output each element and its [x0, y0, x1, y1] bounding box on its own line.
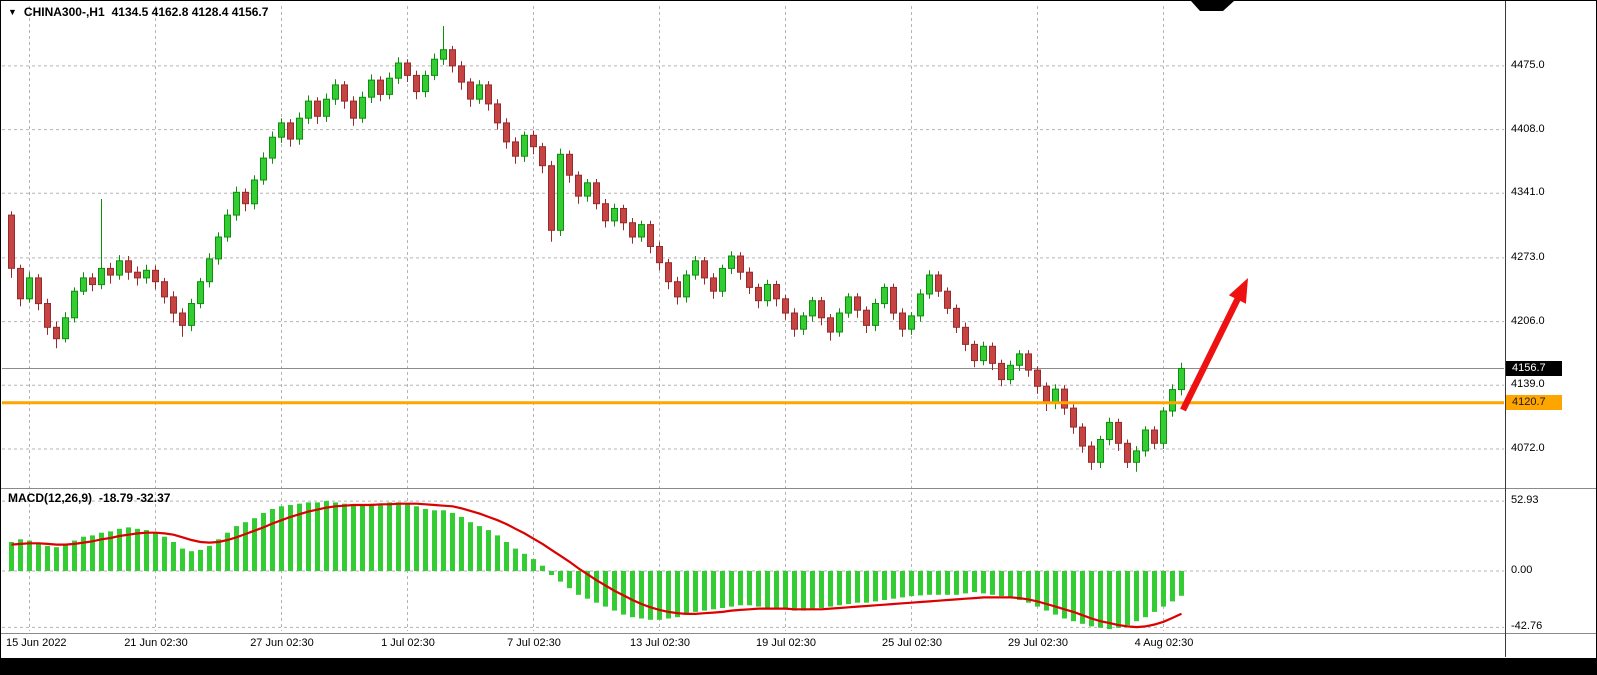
panel-separator-main-macd[interactable]: [1, 488, 1596, 489]
symbol-label: CHINA300-,H1: [23, 5, 105, 19]
price-axis-divider[interactable]: [1505, 1, 1506, 657]
time-axis-label: 21 Jun 02:30: [124, 637, 188, 649]
macd-histogram-group: [9, 501, 1184, 630]
price-tick-label: 4139.0: [1511, 378, 1545, 390]
macd-tick-label: 52.93: [1511, 494, 1539, 506]
time-axis-label: 7 Jul 02:30: [507, 637, 561, 649]
macd-tick-label: -42.76: [1511, 620, 1543, 632]
time-axis-label: 29 Jul 02:30: [1008, 637, 1068, 649]
time-axis-label: 15 Jun 2022: [6, 637, 67, 649]
price-tick-label: 4341.0: [1511, 186, 1545, 198]
time-axis-label: 4 Aug 02:30: [1134, 637, 1194, 649]
chart-header: ▼ CHINA300-,H1 4134.5 4162.8 4128.4 4156…: [8, 5, 268, 19]
time-axis-label: 13 Jul 02:30: [630, 637, 690, 649]
time-axis-label: 19 Jul 02:30: [756, 637, 816, 649]
time-axis-label: 27 Jun 02:30: [250, 637, 314, 649]
macd-values: -18.79 -32.37: [99, 491, 171, 505]
macd-tick-label: 0.00: [1511, 564, 1533, 576]
price-tick-label: 4206.0: [1511, 315, 1545, 327]
price-tick-label: 4273.0: [1511, 251, 1545, 263]
price-tick-label: 4072.0: [1511, 442, 1545, 454]
macd-label: MACD(12,26,9): [8, 491, 93, 505]
symbol-marker-icon: ▼: [8, 6, 17, 17]
bid-price-badge: 4156.7: [1506, 361, 1562, 376]
top-marker-shape: [1191, 1, 1234, 11]
macd-header: MACD(12,26,9) -18.79 -32.37: [8, 491, 170, 505]
price-tick-label: 4475.0: [1511, 59, 1545, 71]
time-axis-label: 1 Jul 02:30: [381, 637, 435, 649]
orange-level-badge: 4120.7: [1506, 395, 1562, 410]
grid-group: [2, 6, 1504, 631]
price-tick-label: 4408.0: [1511, 123, 1545, 135]
macd-signal-line: [11, 502, 1182, 629]
bottom-bar: [1, 658, 1596, 674]
panel-separator-macd-time: [1, 633, 1596, 634]
time-axis-label: 25 Jul 02:30: [882, 637, 942, 649]
trend-arrow: [1180, 278, 1248, 412]
candles-group: [8, 26, 1185, 472]
ohlc-values: 4134.5 4162.8 4128.4 4156.7: [111, 5, 269, 19]
